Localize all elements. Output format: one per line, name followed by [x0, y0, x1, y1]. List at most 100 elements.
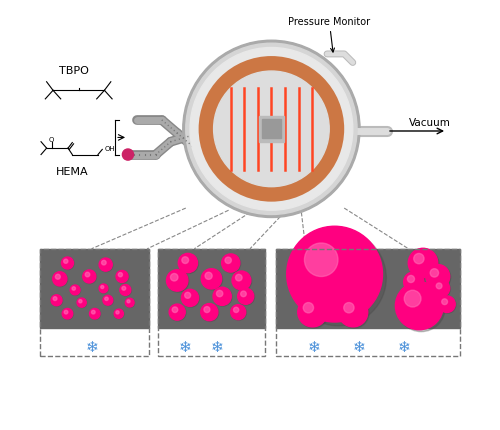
Circle shape [238, 289, 254, 304]
Circle shape [304, 243, 338, 277]
Circle shape [201, 304, 218, 321]
Circle shape [214, 288, 232, 307]
Circle shape [99, 284, 108, 293]
Circle shape [179, 255, 199, 274]
Circle shape [202, 270, 222, 290]
Circle shape [126, 298, 134, 307]
Circle shape [170, 274, 178, 281]
Circle shape [120, 285, 131, 296]
Circle shape [286, 227, 382, 322]
Circle shape [340, 299, 369, 328]
Circle shape [236, 275, 242, 281]
Circle shape [53, 297, 57, 301]
Circle shape [438, 296, 455, 313]
Circle shape [214, 72, 329, 187]
Circle shape [116, 271, 128, 283]
Circle shape [114, 310, 124, 319]
Circle shape [64, 310, 68, 314]
Circle shape [64, 260, 68, 264]
Text: ❄: ❄ [211, 339, 224, 354]
Text: ❄: ❄ [86, 339, 99, 354]
Circle shape [442, 299, 448, 305]
Circle shape [83, 270, 96, 283]
Circle shape [190, 49, 353, 211]
Text: ❄: ❄ [308, 339, 320, 354]
Circle shape [414, 254, 424, 264]
Circle shape [299, 299, 328, 328]
Circle shape [62, 258, 74, 270]
Circle shape [184, 293, 190, 298]
Text: ❄: ❄ [353, 339, 366, 354]
Circle shape [404, 272, 424, 292]
Circle shape [51, 295, 62, 306]
Circle shape [205, 273, 212, 280]
Circle shape [85, 273, 90, 277]
Circle shape [426, 266, 450, 290]
Circle shape [70, 286, 80, 295]
Circle shape [90, 309, 100, 319]
Circle shape [182, 290, 200, 307]
Circle shape [230, 305, 246, 320]
Circle shape [79, 300, 82, 303]
Circle shape [198, 57, 344, 202]
Circle shape [290, 230, 386, 326]
Circle shape [92, 310, 95, 314]
Circle shape [62, 258, 74, 270]
Bar [158, 249, 265, 328]
Circle shape [225, 258, 232, 264]
Text: HEMA: HEMA [56, 166, 88, 176]
Bar [40, 249, 150, 356]
Circle shape [398, 284, 445, 332]
Bar [262, 120, 281, 139]
Circle shape [77, 298, 86, 307]
Circle shape [232, 271, 251, 290]
Text: OH: OH [104, 146, 115, 152]
Circle shape [202, 269, 222, 289]
Circle shape [186, 44, 357, 215]
Text: O: O [48, 136, 54, 142]
Circle shape [433, 280, 450, 297]
Bar [40, 249, 150, 328]
Circle shape [116, 311, 119, 314]
Circle shape [396, 282, 444, 330]
Circle shape [52, 272, 67, 286]
Circle shape [404, 291, 421, 307]
Circle shape [120, 285, 131, 296]
Circle shape [99, 258, 112, 271]
Circle shape [118, 273, 122, 277]
Circle shape [234, 307, 238, 313]
Circle shape [166, 270, 188, 292]
Circle shape [426, 265, 450, 289]
Circle shape [436, 283, 442, 289]
Circle shape [78, 299, 86, 308]
Circle shape [62, 309, 73, 319]
Circle shape [122, 150, 134, 161]
Circle shape [170, 305, 186, 321]
Circle shape [182, 290, 198, 307]
Circle shape [410, 250, 439, 279]
Circle shape [169, 304, 185, 320]
Text: ❄: ❄ [178, 339, 192, 354]
Circle shape [240, 292, 246, 297]
Circle shape [238, 289, 254, 305]
Circle shape [303, 303, 314, 313]
Circle shape [62, 309, 72, 319]
Circle shape [178, 254, 198, 273]
Circle shape [408, 249, 438, 278]
Circle shape [54, 273, 68, 287]
Circle shape [182, 257, 188, 264]
Text: ❄: ❄ [398, 339, 410, 354]
Circle shape [52, 295, 62, 307]
Circle shape [101, 286, 104, 289]
Circle shape [172, 307, 178, 313]
Circle shape [233, 272, 252, 291]
Circle shape [344, 303, 354, 313]
Circle shape [127, 300, 130, 303]
Circle shape [100, 285, 108, 293]
Circle shape [105, 298, 108, 301]
Circle shape [114, 310, 124, 319]
Circle shape [213, 288, 232, 306]
Text: TBPO: TBPO [60, 66, 90, 76]
Circle shape [183, 41, 360, 218]
Circle shape [116, 271, 128, 283]
